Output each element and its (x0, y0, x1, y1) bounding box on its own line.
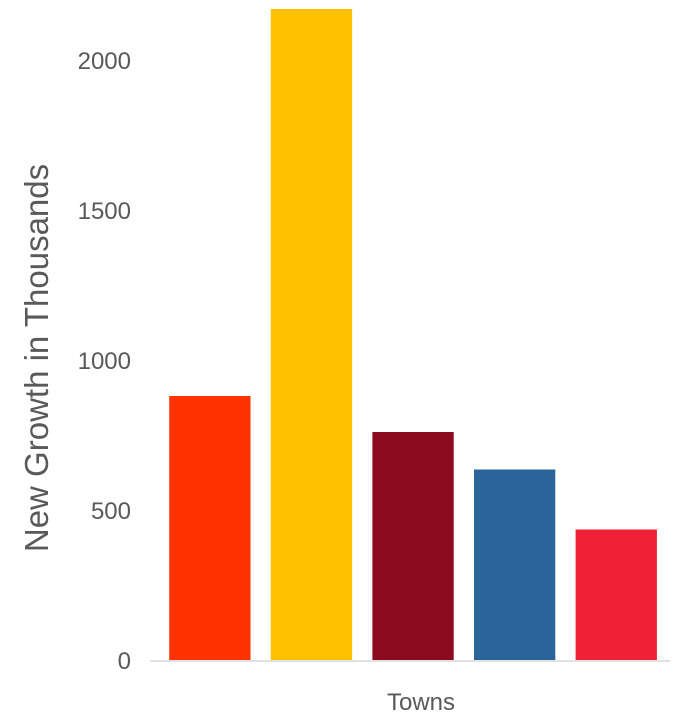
x-axis-title: Towns (387, 689, 455, 716)
bar (474, 469, 556, 660)
bar (169, 396, 251, 660)
y-tick-label: 2000 (78, 48, 131, 75)
y-tick-label: 1500 (78, 198, 131, 225)
bar (270, 9, 353, 660)
y-axis-title: New Growth in Thousands (18, 164, 55, 552)
bars (169, 9, 657, 660)
y-tick-label: 1000 (78, 348, 131, 375)
y-tick-label: 0 (118, 648, 131, 675)
y-tick-label: 500 (91, 498, 131, 525)
y-axis-ticks: 0 500 1000 1500 2000 (78, 48, 131, 675)
bar (372, 432, 454, 660)
bar (575, 529, 657, 660)
